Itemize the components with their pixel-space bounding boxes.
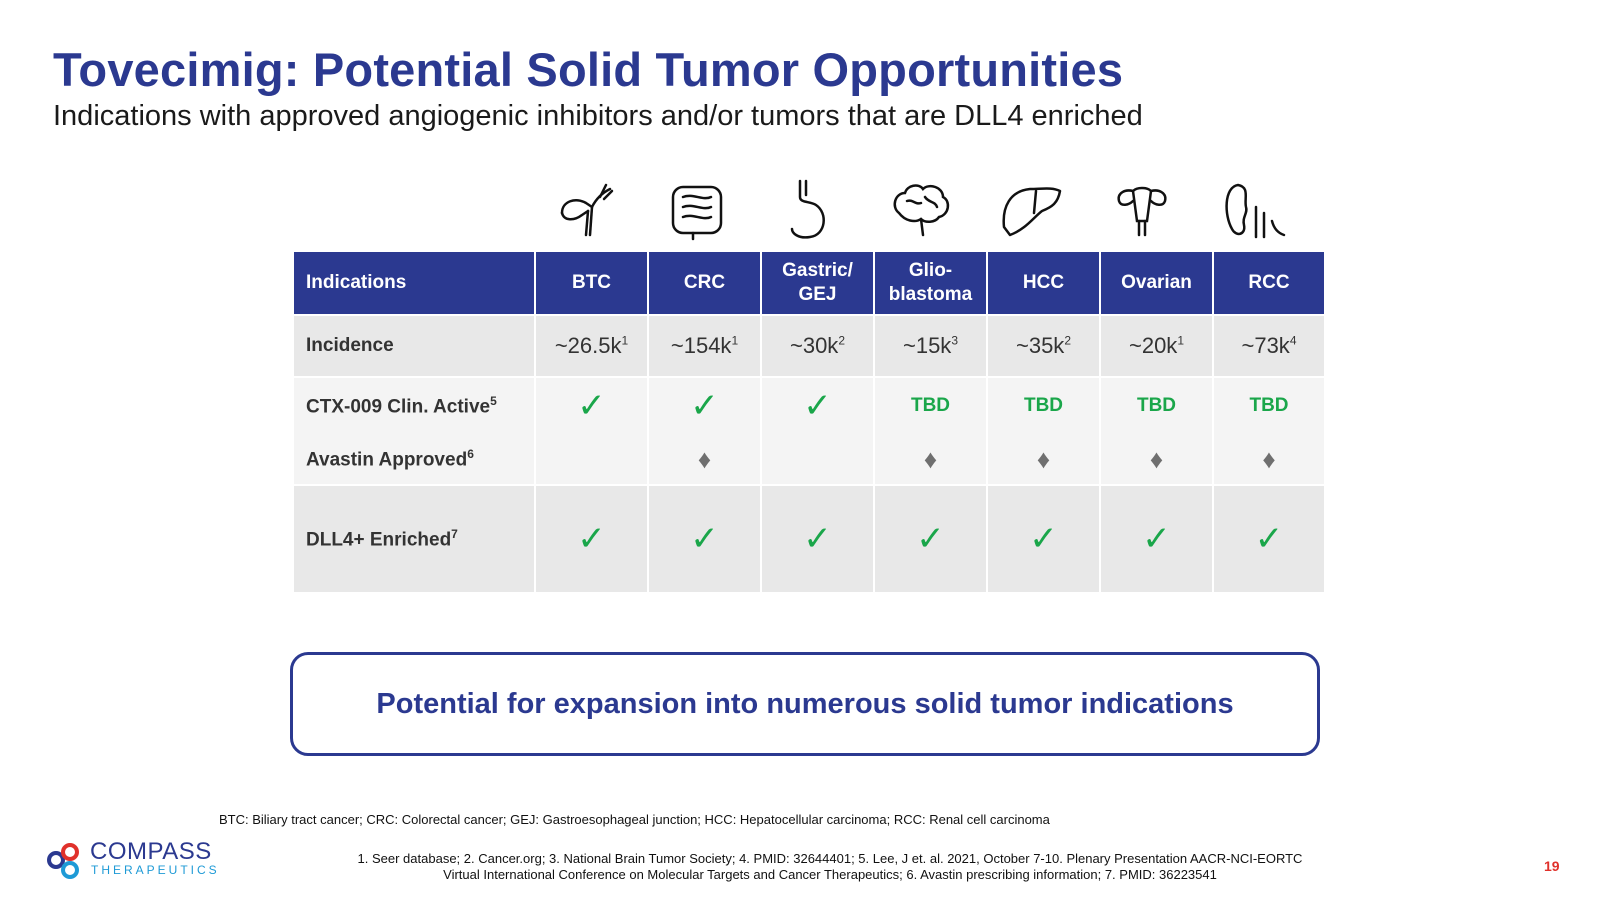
check-icon: ✓ <box>1142 520 1171 558</box>
avastin-cell: ♦ <box>1212 434 1326 486</box>
table-row-dll4: DLL4+ Enriched7 ✓ ✓ ✓ ✓ ✓ ✓ ✓ <box>292 484 1326 594</box>
header-hcc: HCC <box>986 250 1101 316</box>
indications-table: Indications BTC CRC Gastric/GEJ Glio-bla… <box>292 250 1326 594</box>
check-icon: ✓ <box>577 387 606 425</box>
row-label-dll4: DLL4+ Enriched7 <box>292 484 536 594</box>
ctx-cell: TBD <box>1099 376 1214 434</box>
check-icon: ✓ <box>690 520 719 558</box>
table-row-ctx009: CTX-009 Clin. Active5 ✓ ✓ ✓ TBD TBD TBD … <box>292 376 1326 434</box>
dll-cell: ✓ <box>873 484 988 594</box>
check-icon: ✓ <box>1254 520 1284 558</box>
incidence-cell: ~73k4 <box>1212 314 1326 378</box>
row-label-avastin: Avastin Approved6 <box>292 434 536 486</box>
dll-cell: ✓ <box>760 484 875 594</box>
stomach-icon <box>753 175 865 245</box>
liver-icon <box>975 175 1087 245</box>
header-glioblastoma: Glio-blastoma <box>873 250 988 316</box>
check-icon: ✓ <box>577 520 606 558</box>
dll-cell: ✓ <box>1212 484 1326 594</box>
logo-subtext: THERAPEUTICS <box>91 863 220 877</box>
kidney-icon <box>1197 175 1309 245</box>
tbd-label: TBD <box>1136 395 1177 416</box>
callout-text: Potential for expansion into numerous so… <box>376 687 1234 720</box>
brain-icon <box>864 175 976 245</box>
logo-mark-icon <box>47 843 79 879</box>
check-icon: ✓ <box>690 387 719 425</box>
company-logo: COMPASS THERAPEUTICS <box>46 838 236 884</box>
header-ovarian: Ovarian <box>1099 250 1214 316</box>
avastin-cell <box>760 434 875 486</box>
ctx-cell: TBD <box>873 376 988 434</box>
table-row-avastin: Avastin Approved6 ♦ ♦ ♦ ♦ ♦ <box>292 434 1326 486</box>
slide-title: Tovecimig: Potential Solid Tumor Opportu… <box>53 43 1124 96</box>
ctx-cell: ✓ <box>760 376 875 434</box>
ctx-cell: TBD <box>1212 376 1326 434</box>
intestine-icon <box>642 175 754 245</box>
header-gastric-gej: Gastric/GEJ <box>760 250 875 316</box>
header-crc: CRC <box>647 250 762 316</box>
table-row-incidence: Incidence ~26.5k1 ~154k1 ~30k2 ~15k3 ~35… <box>292 314 1326 378</box>
diamond-icon: ♦ <box>923 443 938 474</box>
avastin-cell: ♦ <box>647 434 762 486</box>
diamond-icon: ♦ <box>1149 443 1164 474</box>
incidence-cell: ~26.5k1 <box>534 314 649 378</box>
check-icon: ✓ <box>1029 520 1058 558</box>
ctx-cell: ✓ <box>647 376 762 434</box>
table-header-row: Indications BTC CRC Gastric/GEJ Glio-bla… <box>292 250 1326 316</box>
callout-box: Potential for expansion into numerous so… <box>290 652 1320 756</box>
avastin-cell <box>534 434 649 486</box>
dll-cell: ✓ <box>1099 484 1214 594</box>
dll-cell: ✓ <box>986 484 1101 594</box>
header-indications: Indications <box>292 250 536 316</box>
logo-wordmark: COMPASS <box>90 838 212 865</box>
ctx-cell: TBD <box>986 376 1101 434</box>
check-icon: ✓ <box>916 520 945 558</box>
incidence-cell: ~35k2 <box>986 314 1101 378</box>
references-footnote: 1. Seer database; 2. Cancer.org; 3. Nati… <box>357 851 1303 882</box>
diamond-icon: ♦ <box>697 443 712 474</box>
header-rcc: RCC <box>1212 250 1326 316</box>
incidence-cell: ~20k1 <box>1099 314 1214 378</box>
slide-subtitle: Indications with approved angiogenic inh… <box>53 100 1143 132</box>
dll-cell: ✓ <box>534 484 649 594</box>
tbd-label: TBD <box>1249 395 1289 416</box>
gallbladder-icon <box>531 175 643 245</box>
diamond-icon: ♦ <box>1036 443 1051 474</box>
check-icon: ✓ <box>803 387 832 425</box>
diamond-icon: ♦ <box>1262 443 1276 474</box>
avastin-cell: ♦ <box>873 434 988 486</box>
incidence-cell: ~15k3 <box>873 314 988 378</box>
tbd-label: TBD <box>910 395 951 416</box>
check-icon: ✓ <box>803 520 832 558</box>
row-label-ctx009: CTX-009 Clin. Active5 <box>292 376 536 434</box>
incidence-cell: ~30k2 <box>760 314 875 378</box>
avastin-cell: ♦ <box>986 434 1101 486</box>
incidence-cell: ~154k1 <box>647 314 762 378</box>
header-btc: BTC <box>534 250 649 316</box>
ctx-cell: ✓ <box>534 376 649 434</box>
page-number: 19 <box>1544 858 1560 874</box>
organ-icons-row <box>0 175 1600 245</box>
ovary-icon <box>1086 175 1198 245</box>
dll-cell: ✓ <box>647 484 762 594</box>
abbreviations-footnote: BTC: Biliary tract cancer; CRC: Colorect… <box>219 812 1050 827</box>
tbd-label: TBD <box>1023 395 1064 416</box>
row-label-incidence: Incidence <box>292 314 536 378</box>
avastin-cell: ♦ <box>1099 434 1214 486</box>
